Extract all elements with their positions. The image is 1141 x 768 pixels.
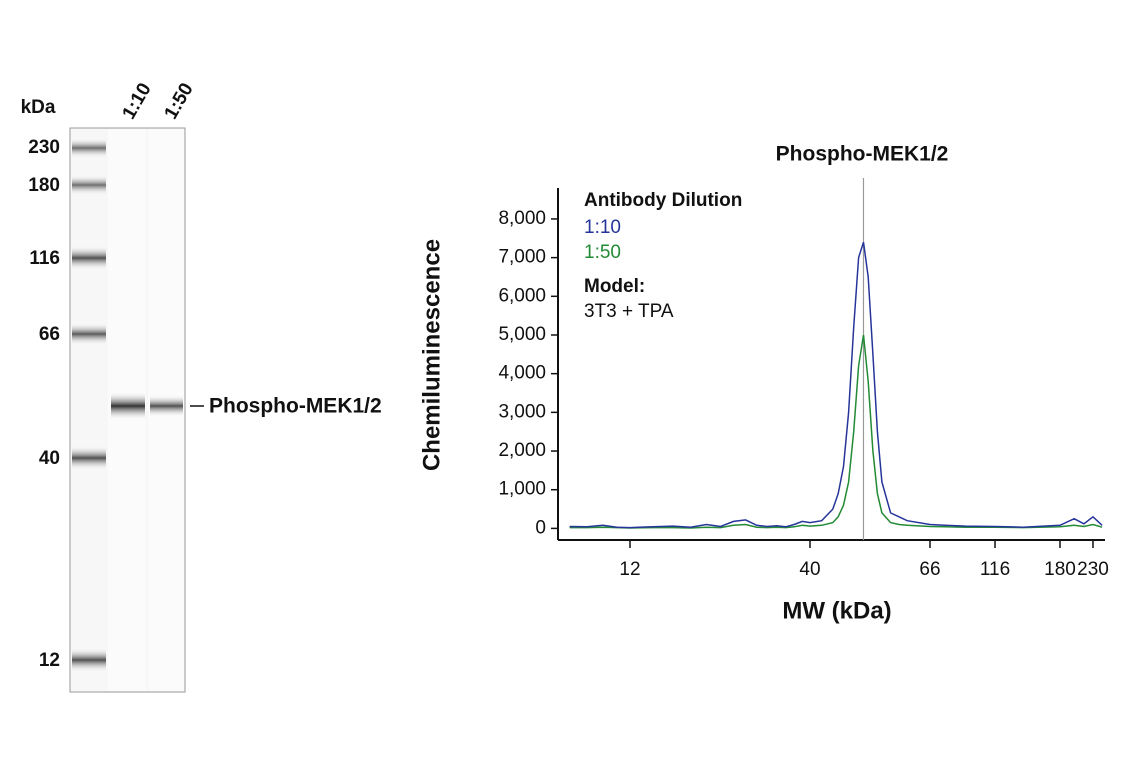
unit-label: kDa bbox=[21, 97, 56, 118]
marker-label: 116 bbox=[29, 248, 60, 269]
annotation: 3T3 + TPA bbox=[584, 301, 674, 322]
marker-label: 40 bbox=[39, 448, 60, 469]
band-label: Phospho-MEK1/2 bbox=[209, 395, 382, 418]
marker-label: 180 bbox=[28, 175, 60, 196]
y-tick-label: 5,000 bbox=[498, 324, 546, 345]
marker-label: 12 bbox=[39, 650, 60, 671]
legend-title: Antibody Dilution bbox=[584, 190, 742, 211]
series-line bbox=[569, 241, 1103, 529]
x-tick-label: 180 bbox=[1044, 559, 1076, 580]
x-tick-label: 230 bbox=[1077, 559, 1109, 580]
x-tick-label: 12 bbox=[619, 559, 640, 580]
ladder-band bbox=[72, 648, 106, 672]
x-tick-label: 40 bbox=[799, 559, 820, 580]
legend-entry: 1:10 bbox=[584, 217, 621, 238]
annotation: Model: bbox=[584, 276, 645, 297]
y-tick-label: 7,000 bbox=[498, 247, 546, 268]
ladder-band bbox=[72, 446, 106, 470]
lane-label: 1:10 bbox=[118, 80, 155, 123]
ladder-band bbox=[72, 323, 106, 345]
y-tick-label: 2,000 bbox=[498, 440, 546, 461]
series-line bbox=[569, 334, 1103, 529]
y-tick-label: 1,000 bbox=[498, 479, 546, 500]
y-tick-label: 3,000 bbox=[498, 401, 546, 422]
ladder-band bbox=[72, 138, 106, 158]
ladder-band bbox=[72, 246, 106, 270]
x-tick-label: 66 bbox=[919, 559, 940, 580]
marker-label: 66 bbox=[39, 324, 60, 345]
y-tick-label: 8,000 bbox=[498, 208, 546, 229]
y-tick-label: 0 bbox=[535, 517, 546, 538]
legend-entry: 1:50 bbox=[584, 242, 621, 263]
ladder bbox=[72, 138, 183, 672]
sample-band bbox=[111, 392, 145, 420]
y-tick-label: 4,000 bbox=[498, 363, 546, 384]
y-axis-label: Chemiluminescence bbox=[418, 239, 445, 471]
y-tick-label: 6,000 bbox=[498, 285, 546, 306]
x-tick-label: 116 bbox=[980, 559, 1010, 580]
lane-label: 1:50 bbox=[160, 80, 197, 123]
chart-title: Phospho-MEK1/2 bbox=[776, 143, 949, 166]
ladder-band bbox=[72, 175, 106, 195]
x-axis-label: MW (kDa) bbox=[782, 597, 891, 624]
sample-band bbox=[150, 395, 183, 417]
marker-label: 230 bbox=[28, 137, 60, 158]
